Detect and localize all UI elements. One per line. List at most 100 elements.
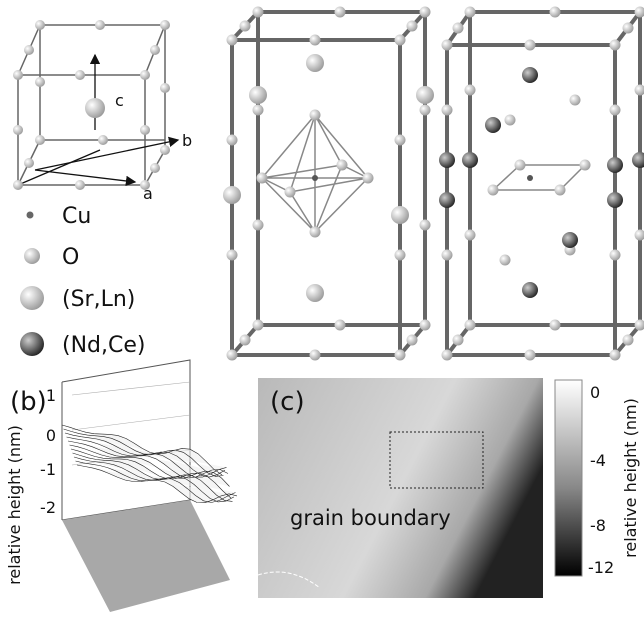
nd-atom [485,117,501,133]
legend-cu [27,212,34,219]
o-atom [610,350,621,361]
vector-label: a [143,184,153,203]
o-atom [610,40,621,51]
sr-atom [306,284,324,302]
o-atom [227,35,238,46]
vector-label: b [182,131,192,150]
o-atom [337,160,348,171]
nd-atom [522,67,538,83]
o-atom [13,125,23,135]
o-atom [635,230,644,241]
o-atom [505,115,516,126]
o-atom [525,350,536,361]
o-atom [442,250,453,261]
nd-atom [607,192,623,208]
o-atom [227,250,238,261]
o-atom [335,7,346,18]
legend-label: (Nd,Ce) [62,333,145,358]
nd-atom [607,157,623,173]
o-atom [35,77,45,87]
o-atom [150,45,160,55]
o-atom [407,21,418,32]
o-atom [35,135,45,145]
o-atom [610,105,621,116]
o-atom [580,160,591,171]
o-atom [465,320,476,331]
nd-atom [439,152,455,168]
figure: c b a Cu O (Sr,Ln) (Nd,Ce) (b) 1 0 -1 -2… [0,0,644,634]
nd-atom [632,152,644,168]
o-atom [525,40,536,51]
o-atom [310,110,321,121]
o-atom [420,7,431,18]
y-tick-label: 1 [46,386,56,405]
panel-label: (b) [10,387,47,417]
o-atom [395,250,406,261]
sr-atom [416,86,434,104]
o-atom [420,105,431,116]
surface-plot [62,360,237,612]
colorbar-tick: 0 [590,383,600,402]
o-atom [395,35,406,46]
o-atom [442,350,453,361]
o-atom [253,7,264,18]
colorbar [555,380,582,576]
colorbar-tick: -12 [588,558,614,577]
o-atom [407,335,418,346]
sr-atom [85,98,105,118]
o-atom [240,335,251,346]
o-atom [13,180,23,190]
o-atom [160,83,170,93]
o-atom [253,220,264,231]
panel-label: (c) [270,387,305,417]
o-atom [310,227,321,238]
nd-atom [562,232,578,248]
o-atom [550,7,561,18]
legend-nd [20,332,44,356]
o-atom [500,255,511,266]
o-atom [13,70,23,80]
o-atom [227,350,238,361]
o-atom [623,335,634,346]
sr-atom [223,186,241,204]
sr-atom [306,54,324,72]
o-atom [453,23,464,34]
o-atom [335,320,346,331]
o-atom [310,350,321,361]
o-atom [555,185,566,196]
o-atom [310,35,321,46]
o-atom [240,21,251,32]
o-atom [363,173,374,184]
o-atom [442,40,453,51]
o-atom [488,185,499,196]
o-atom [610,250,621,261]
legend-sr [20,286,44,310]
o-atom [420,320,431,331]
legend-label: (Sr,Ln) [62,287,135,312]
y-tick-label: -2 [40,498,56,517]
o-atom [160,20,170,30]
o-atom [465,85,476,96]
o-atom [75,180,85,190]
o-atom [285,187,296,198]
o-atom [140,70,150,80]
y-tick-label: 0 [46,426,56,445]
y-axis-label: relative height (nm) [5,425,24,585]
o-atom [35,20,45,30]
o-atom [95,20,105,30]
o-atom [98,135,108,145]
o-atom [253,320,264,331]
o-atom [227,135,238,146]
o-atom [24,158,34,168]
o-atom [257,173,268,184]
o-atom [635,85,644,96]
colorbar-tick: -4 [590,451,606,470]
o-atom [570,95,581,106]
o-atom [160,145,170,155]
annotation: grain boundary [290,506,451,530]
o-atom [442,105,453,116]
vector-label: c [115,91,124,110]
o-atom [140,125,150,135]
legend-o [24,248,40,264]
nd-atom [462,152,478,168]
